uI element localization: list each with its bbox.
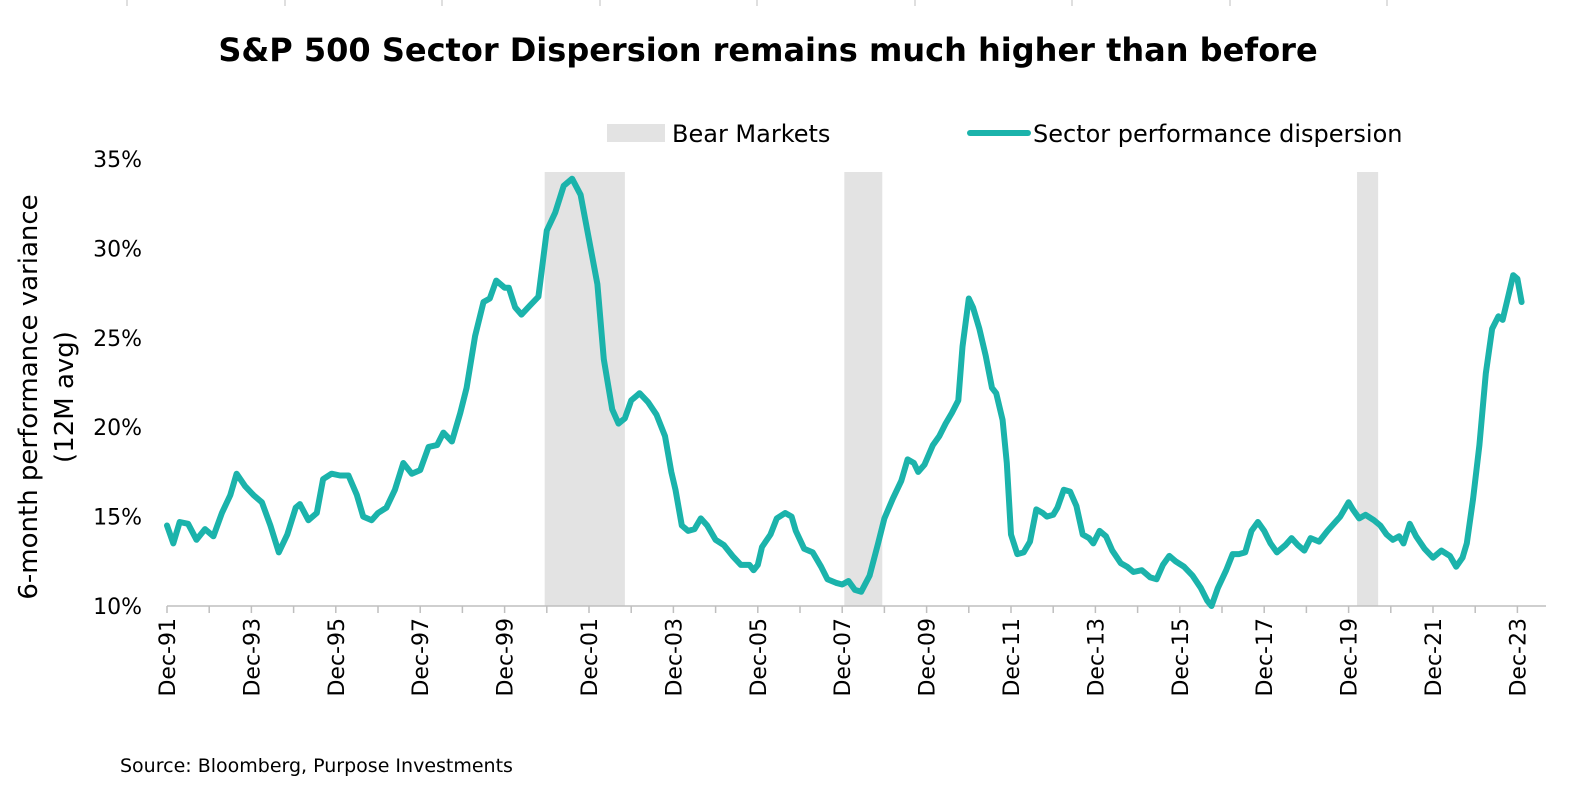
x-axis: Dec-91 Dec-93 Dec-95 Dec-97 Dec-99 Dec-01 Dec-…: [156, 605, 1546, 697]
legend-bear-label: Bear Markets: [672, 120, 830, 148]
x-tick-label: Dec-05: [747, 618, 772, 697]
x-tick-label: Dec-17: [1253, 618, 1278, 697]
y-tick-label: 15%: [93, 506, 142, 531]
y-tick-label: 35%: [93, 148, 142, 173]
y-tick-label: 25%: [93, 327, 142, 352]
y-axis-label-line2: (12M avg): [50, 331, 80, 463]
x-tick-label: Dec-11: [1000, 618, 1025, 697]
x-tick-label: Dec-23: [1506, 618, 1531, 697]
bear-market-band: [844, 172, 883, 606]
x-tick-label: Dec-19: [1338, 618, 1363, 697]
y-tick-label: 30%: [93, 237, 142, 262]
x-tick-label: Dec-13: [1084, 618, 1109, 697]
x-tick-label: Dec-93: [240, 618, 265, 697]
top-border-ticks: [126, 0, 1388, 6]
x-tick-label: Dec-15: [1169, 618, 1194, 697]
x-tick-label: Dec-01: [578, 618, 603, 697]
x-tick-label: Dec-99: [494, 618, 519, 697]
legend: Bear Markets Sector performance dispersi…: [607, 120, 1402, 148]
x-tick-label: Dec-07: [831, 618, 856, 697]
y-axis-label-line1: 6-month performance variance: [14, 194, 44, 599]
source-note: Source: Bloomberg, Purpose Investments: [120, 755, 513, 777]
y-axis-label: 6-month performance variance (12M avg): [14, 194, 80, 599]
bear-market-band: [1357, 172, 1379, 606]
y-tick-label: 20%: [93, 416, 142, 441]
dispersion-series-line: [164, 175, 1525, 609]
chart-title: S&P 500 Sector Dispersion remains much h…: [218, 31, 1317, 69]
x-tick-label: Dec-03: [662, 618, 687, 697]
x-tick-label: Dec-95: [325, 618, 350, 697]
x-tick-label: Dec-21: [1422, 618, 1447, 697]
bear-market-band: [544, 172, 625, 606]
legend-series-label: Sector performance dispersion: [1033, 120, 1402, 148]
y-axis-ticks: 10% 15% 20% 25% 30% 35%: [93, 148, 142, 620]
x-tick-label: Dec-09: [916, 618, 941, 697]
legend-bear-swatch: [607, 124, 665, 142]
y-tick-label: 10%: [93, 595, 142, 620]
x-tick-label: Dec-91: [156, 618, 181, 697]
x-tick-label: Dec-97: [409, 618, 434, 697]
